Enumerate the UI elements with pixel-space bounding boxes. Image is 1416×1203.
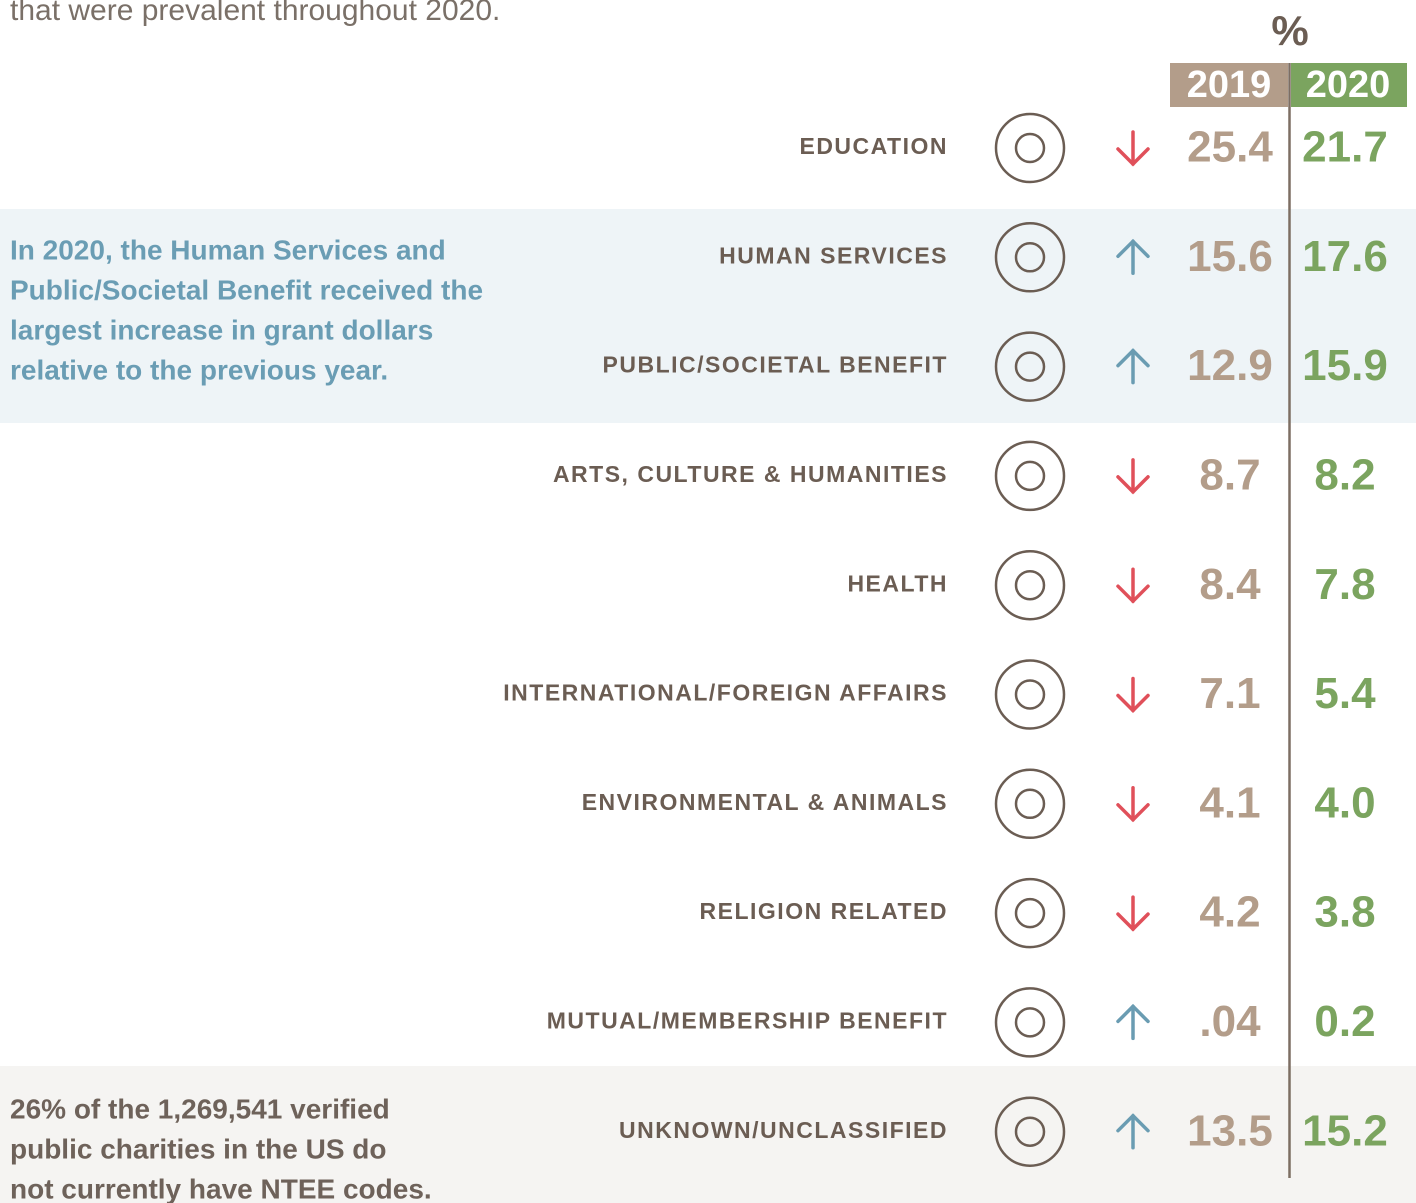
header-2019: [1170, 63, 1288, 107]
row-icon: [994, 987, 1066, 1058]
value-2019: 25.4: [1187, 123, 1273, 172]
trend-arrow: [1116, 676, 1150, 713]
trend-arrow: [1116, 458, 1150, 495]
row-label: INTERNATIONAL/FOREIGN AFFAIRS: [503, 680, 948, 706]
icon-shape: [1014, 460, 1046, 492]
callout-line: 26% of the 1,269,541 verified: [10, 1093, 390, 1124]
value-2020: 0.2: [1314, 997, 1375, 1046]
row-icon: [994, 112, 1066, 184]
value-2019: 15.6: [1187, 232, 1273, 281]
callout-line: public charities in the US do: [10, 1133, 387, 1164]
row-label: UNKNOWN/UNCLASSIFIED: [619, 1117, 948, 1143]
header-2020: [1291, 63, 1407, 107]
icon-shape: [1014, 897, 1046, 929]
trend-arrow: [1116, 567, 1150, 604]
arrow-head: [1116, 475, 1150, 495]
icon-shape: [1014, 1007, 1046, 1038]
value-2020: 5.4: [1314, 669, 1376, 718]
icon-shape: [1014, 788, 1046, 820]
row-icon: [994, 1096, 1066, 1167]
icon-shape: [994, 222, 1066, 293]
icon-shape: [1014, 132, 1046, 164]
trend-arrow: [1116, 895, 1150, 932]
arrow-head: [1116, 803, 1150, 823]
value-2019: 8.4: [1199, 560, 1261, 609]
row-icon: [994, 331, 1066, 402]
icon-shape: [994, 659, 1066, 730]
icon-shape: [1014, 242, 1046, 273]
row-label: HUMAN SERVICES: [719, 242, 948, 268]
trend-arrow: [1116, 1003, 1150, 1041]
row-label: ENVIRONMENTAL & ANIMALS: [582, 789, 948, 815]
unknown-band: [0, 1066, 1416, 1203]
arrow-head: [1116, 584, 1150, 604]
trend-arrow: [1116, 786, 1150, 823]
row-label: EDUCATION: [799, 133, 948, 159]
trend-arrow: [1116, 1113, 1150, 1150]
row-icon: [994, 549, 1066, 621]
value-2019: 8.7: [1199, 451, 1260, 500]
icon-shape: [994, 112, 1066, 184]
row-icon: [994, 440, 1066, 512]
value-2019: 7.1: [1199, 669, 1260, 718]
arrow-head: [1116, 348, 1150, 368]
unit: %: [1271, 7, 1308, 54]
icon-shape: [1014, 679, 1046, 710]
column-header: 2019: [1187, 64, 1272, 106]
icon-shape: [994, 549, 1066, 621]
icon-shape: [1014, 1116, 1046, 1147]
value-2020: 15.9: [1302, 341, 1388, 390]
icon-shape: [1014, 351, 1046, 382]
value-2019: 4.2: [1199, 888, 1260, 937]
column-header: 2020: [1306, 64, 1391, 106]
icon-shape: [994, 768, 1066, 840]
row-label: ARTS, CULTURE & HUMANITIES: [553, 461, 948, 487]
row-icon: [994, 222, 1066, 293]
arrow-head: [1116, 693, 1150, 713]
value-2020: 21.7: [1302, 123, 1388, 172]
value-2019: 4.1: [1199, 778, 1260, 827]
icon-shape: [994, 1096, 1066, 1167]
arrow-head: [1116, 912, 1150, 932]
value-2020: 15.2: [1302, 1106, 1388, 1155]
callout-line: Public/Societal Benefit received the: [10, 274, 483, 305]
row-icon: [994, 659, 1066, 730]
icon-shape: [994, 987, 1066, 1058]
row-label: HEALTH: [847, 570, 948, 596]
icon-shape: [1014, 569, 1046, 601]
value-2020: 4.0: [1314, 778, 1375, 827]
value-2020: 7.8: [1314, 560, 1375, 609]
highlight-band: [0, 209, 1416, 423]
value-2019: .04: [1199, 997, 1261, 1046]
row-icon: [994, 768, 1066, 840]
arrow-head: [1116, 238, 1150, 259]
value-2019: 12.9: [1187, 341, 1273, 390]
arrow-head: [1116, 1113, 1150, 1133]
value-2020: 8.2: [1314, 451, 1375, 500]
value-2019: 13.5: [1187, 1106, 1273, 1155]
row-label: MUTUAL/MEMBERSHIP BENEFIT: [547, 1007, 948, 1033]
callout-line: In 2020, the Human Services and: [10, 234, 446, 265]
arrow-head: [1116, 147, 1150, 167]
value-2020: 3.8: [1314, 888, 1375, 937]
icon-shape: [994, 331, 1066, 402]
callout-line: largest increase in grant dollars: [10, 314, 433, 345]
callout-line: not currently have NTEE codes.: [10, 1173, 432, 1203]
icon-shape: [994, 440, 1066, 512]
value-2020: 17.6: [1302, 232, 1388, 281]
arrow-head: [1116, 1003, 1150, 1024]
icon-shape: [994, 877, 1066, 949]
intro-text: that were prevalent throughout 2020.: [10, 0, 500, 27]
callout-line: relative to the previous year.: [10, 354, 388, 385]
trend-arrow: [1116, 348, 1150, 385]
row-label: RELIGION RELATED: [700, 898, 948, 924]
trend-arrow: [1116, 238, 1150, 276]
row-label: PUBLIC/SOCIETAL BENEFIT: [603, 352, 948, 378]
trend-arrow: [1116, 130, 1150, 167]
row-icon: [994, 877, 1066, 949]
